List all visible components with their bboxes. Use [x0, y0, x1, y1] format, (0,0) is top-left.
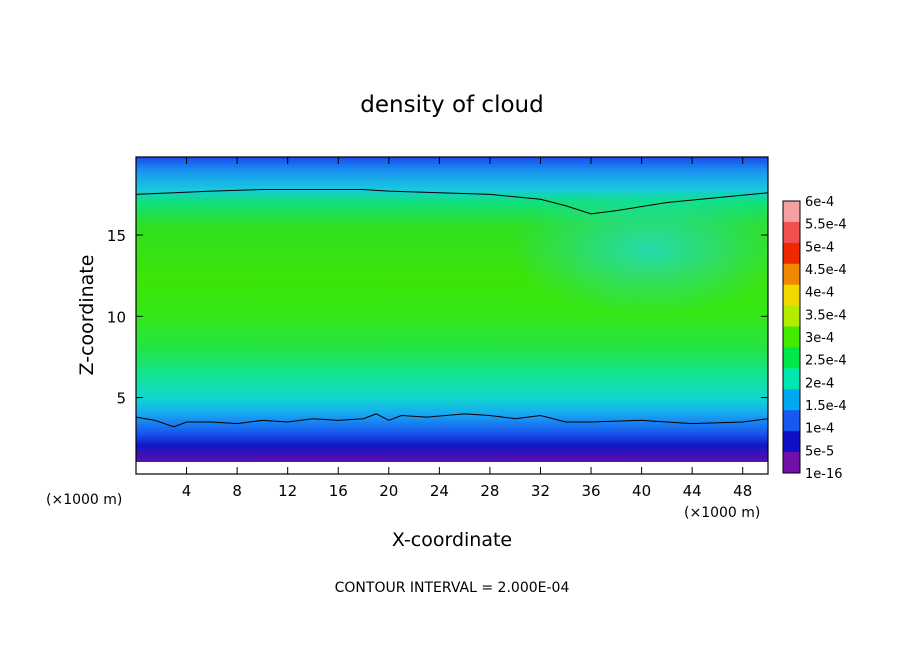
x-tick-label: 20	[379, 482, 398, 500]
cyan-upper-region	[510, 185, 768, 315]
colorbar-frame	[782, 200, 801, 474]
chart-title: density of cloud	[360, 92, 543, 118]
x-tick-label: 32	[531, 482, 550, 500]
colorbar-label: 3e-4	[805, 331, 834, 346]
colorbar-label: 1.5e-4	[805, 399, 847, 414]
contour-line	[136, 189, 768, 215]
y-tick-label: 10	[107, 308, 126, 326]
colorbar-swatch	[783, 326, 800, 348]
x-tick-label: 40	[632, 482, 651, 500]
colorbar-swatch	[783, 452, 800, 474]
colorbar-swatch	[783, 242, 800, 265]
colorbar-label: 1e-16	[805, 467, 843, 482]
colorbar-swatch	[783, 263, 800, 286]
x-tick-label: 16	[329, 482, 348, 500]
colorbar-label: 3.5e-4	[805, 308, 847, 323]
ground-blank	[136, 462, 768, 474]
colorbar-swatch	[783, 305, 800, 328]
x-axis-label: X-coordinate	[392, 529, 512, 551]
y-tick-label: 5	[116, 390, 126, 408]
x-tick-label: 48	[733, 482, 752, 500]
colorbar-swatch	[783, 410, 800, 432]
x-tick-label: 28	[480, 482, 499, 500]
x-tick-label: 4	[182, 482, 192, 500]
x-tick-label: 24	[430, 482, 449, 500]
x-tick-label: 12	[278, 482, 297, 500]
x-unit-right: (×1000 m)	[684, 505, 760, 521]
colorbar-label: 1e-4	[805, 422, 834, 437]
colorbar-label: 5e-5	[805, 444, 834, 459]
colorbar-swatch	[783, 389, 800, 411]
colorbar-swatch	[783, 347, 800, 369]
colorbar: 6e-4 5.5e-4 5e-4 4.5e-4 4e-4 3.5e-4 3e-4 2.5e-4…	[782, 195, 847, 482]
x-tick-label: 36	[581, 482, 600, 500]
colorbar-swatch	[783, 368, 800, 390]
contour-interval-note: CONTOUR INTERVAL = 2.000E-04	[335, 580, 570, 596]
y-axis-label: Z-coordinate	[76, 255, 98, 376]
colorbar-label: 4.5e-4	[805, 263, 847, 278]
x-axis: 4 8 12 16 20 24 28 32 36 40 44 48	[182, 157, 752, 500]
colorbar-label: 2.5e-4	[805, 354, 847, 369]
colorbar-swatch	[783, 221, 800, 244]
x-tick-label: 44	[683, 482, 702, 500]
y-axis: 5 10 15	[107, 227, 768, 408]
plot-area	[136, 157, 768, 474]
colorbar-label: 5.5e-4	[805, 218, 847, 233]
colorbar-label: 4e-4	[805, 286, 834, 301]
colorbar-label: 6e-4	[805, 195, 834, 210]
x-unit-left: (×1000 m)	[46, 492, 122, 508]
colorbar-swatch	[783, 201, 800, 223]
contour-lines	[136, 189, 768, 428]
colorbar-swatch	[783, 431, 800, 453]
x-tick-label: 8	[232, 482, 242, 500]
colorbar-label: 5e-4	[805, 240, 834, 255]
plot-frame	[135, 156, 769, 475]
colorbar-swatch	[783, 284, 800, 307]
contour-line	[136, 413, 768, 428]
y-tick-label: 15	[107, 227, 126, 245]
colorbar-label: 2e-4	[805, 376, 834, 391]
